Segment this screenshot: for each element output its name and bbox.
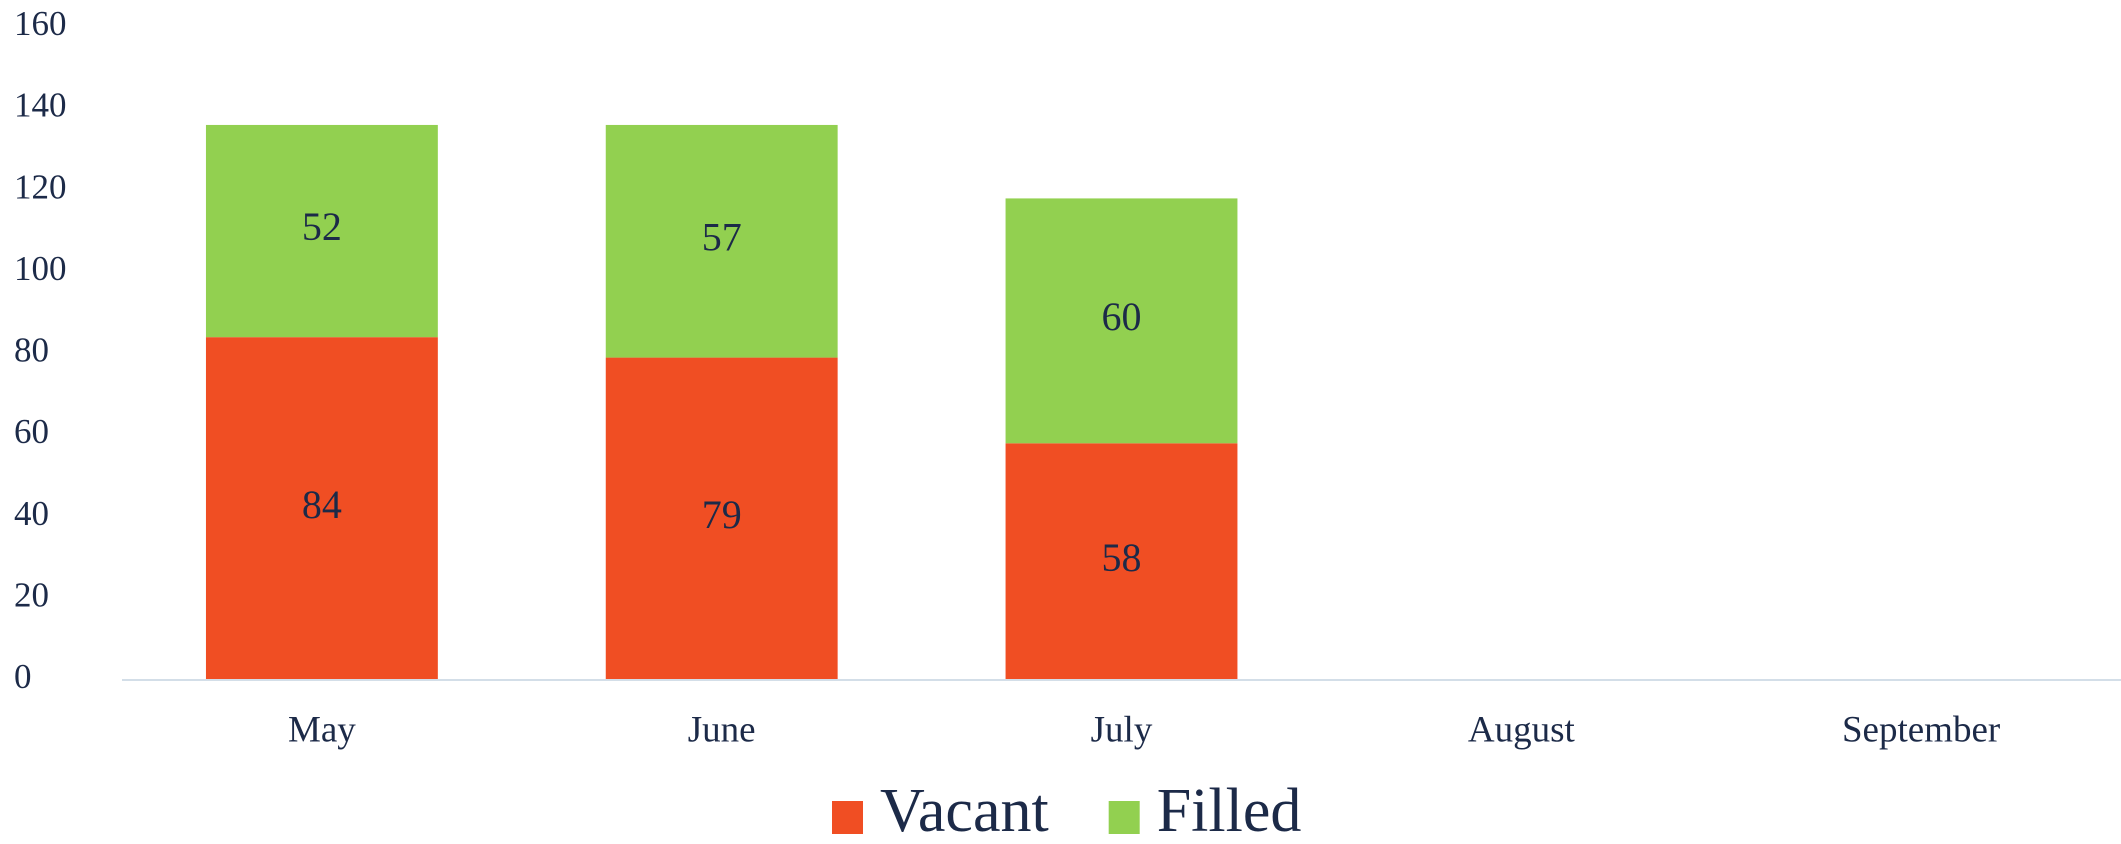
y-tick-label: 100 [14,249,67,288]
legend-label: Vacant [880,777,1049,844]
y-tick-label: 40 [14,494,49,533]
legend-label: Filled [1157,777,1302,844]
bar-segment [605,124,838,358]
x-tick-label: June [688,709,756,750]
bar-segment [1005,443,1238,680]
legend-swatch [1108,801,1140,834]
data-label: 57 [702,214,742,259]
bar-segment [205,124,438,338]
y-tick-label: 80 [14,331,49,370]
y-tick-label: 0 [14,657,32,696]
x-tick-label: July [1091,709,1153,750]
data-label: 84 [302,482,342,527]
data-label: 79 [702,492,742,537]
x-tick-label: August [1468,709,1576,750]
data-label: 52 [302,204,342,249]
x-tick-label: May [288,709,356,750]
legend-swatch [832,801,863,834]
bar-segment [605,357,838,680]
bar-segment [1005,198,1238,444]
data-label: 60 [1102,294,1142,339]
y-tick-label: 160 [14,4,67,43]
y-tick-label: 140 [14,86,67,125]
bar-segment [205,337,438,680]
y-tick-label: 120 [14,167,67,206]
x-tick-label: September [1842,709,2000,750]
data-label: 58 [1102,535,1142,580]
y-tick-label: 60 [14,412,49,451]
y-tick-label: 20 [14,575,49,614]
